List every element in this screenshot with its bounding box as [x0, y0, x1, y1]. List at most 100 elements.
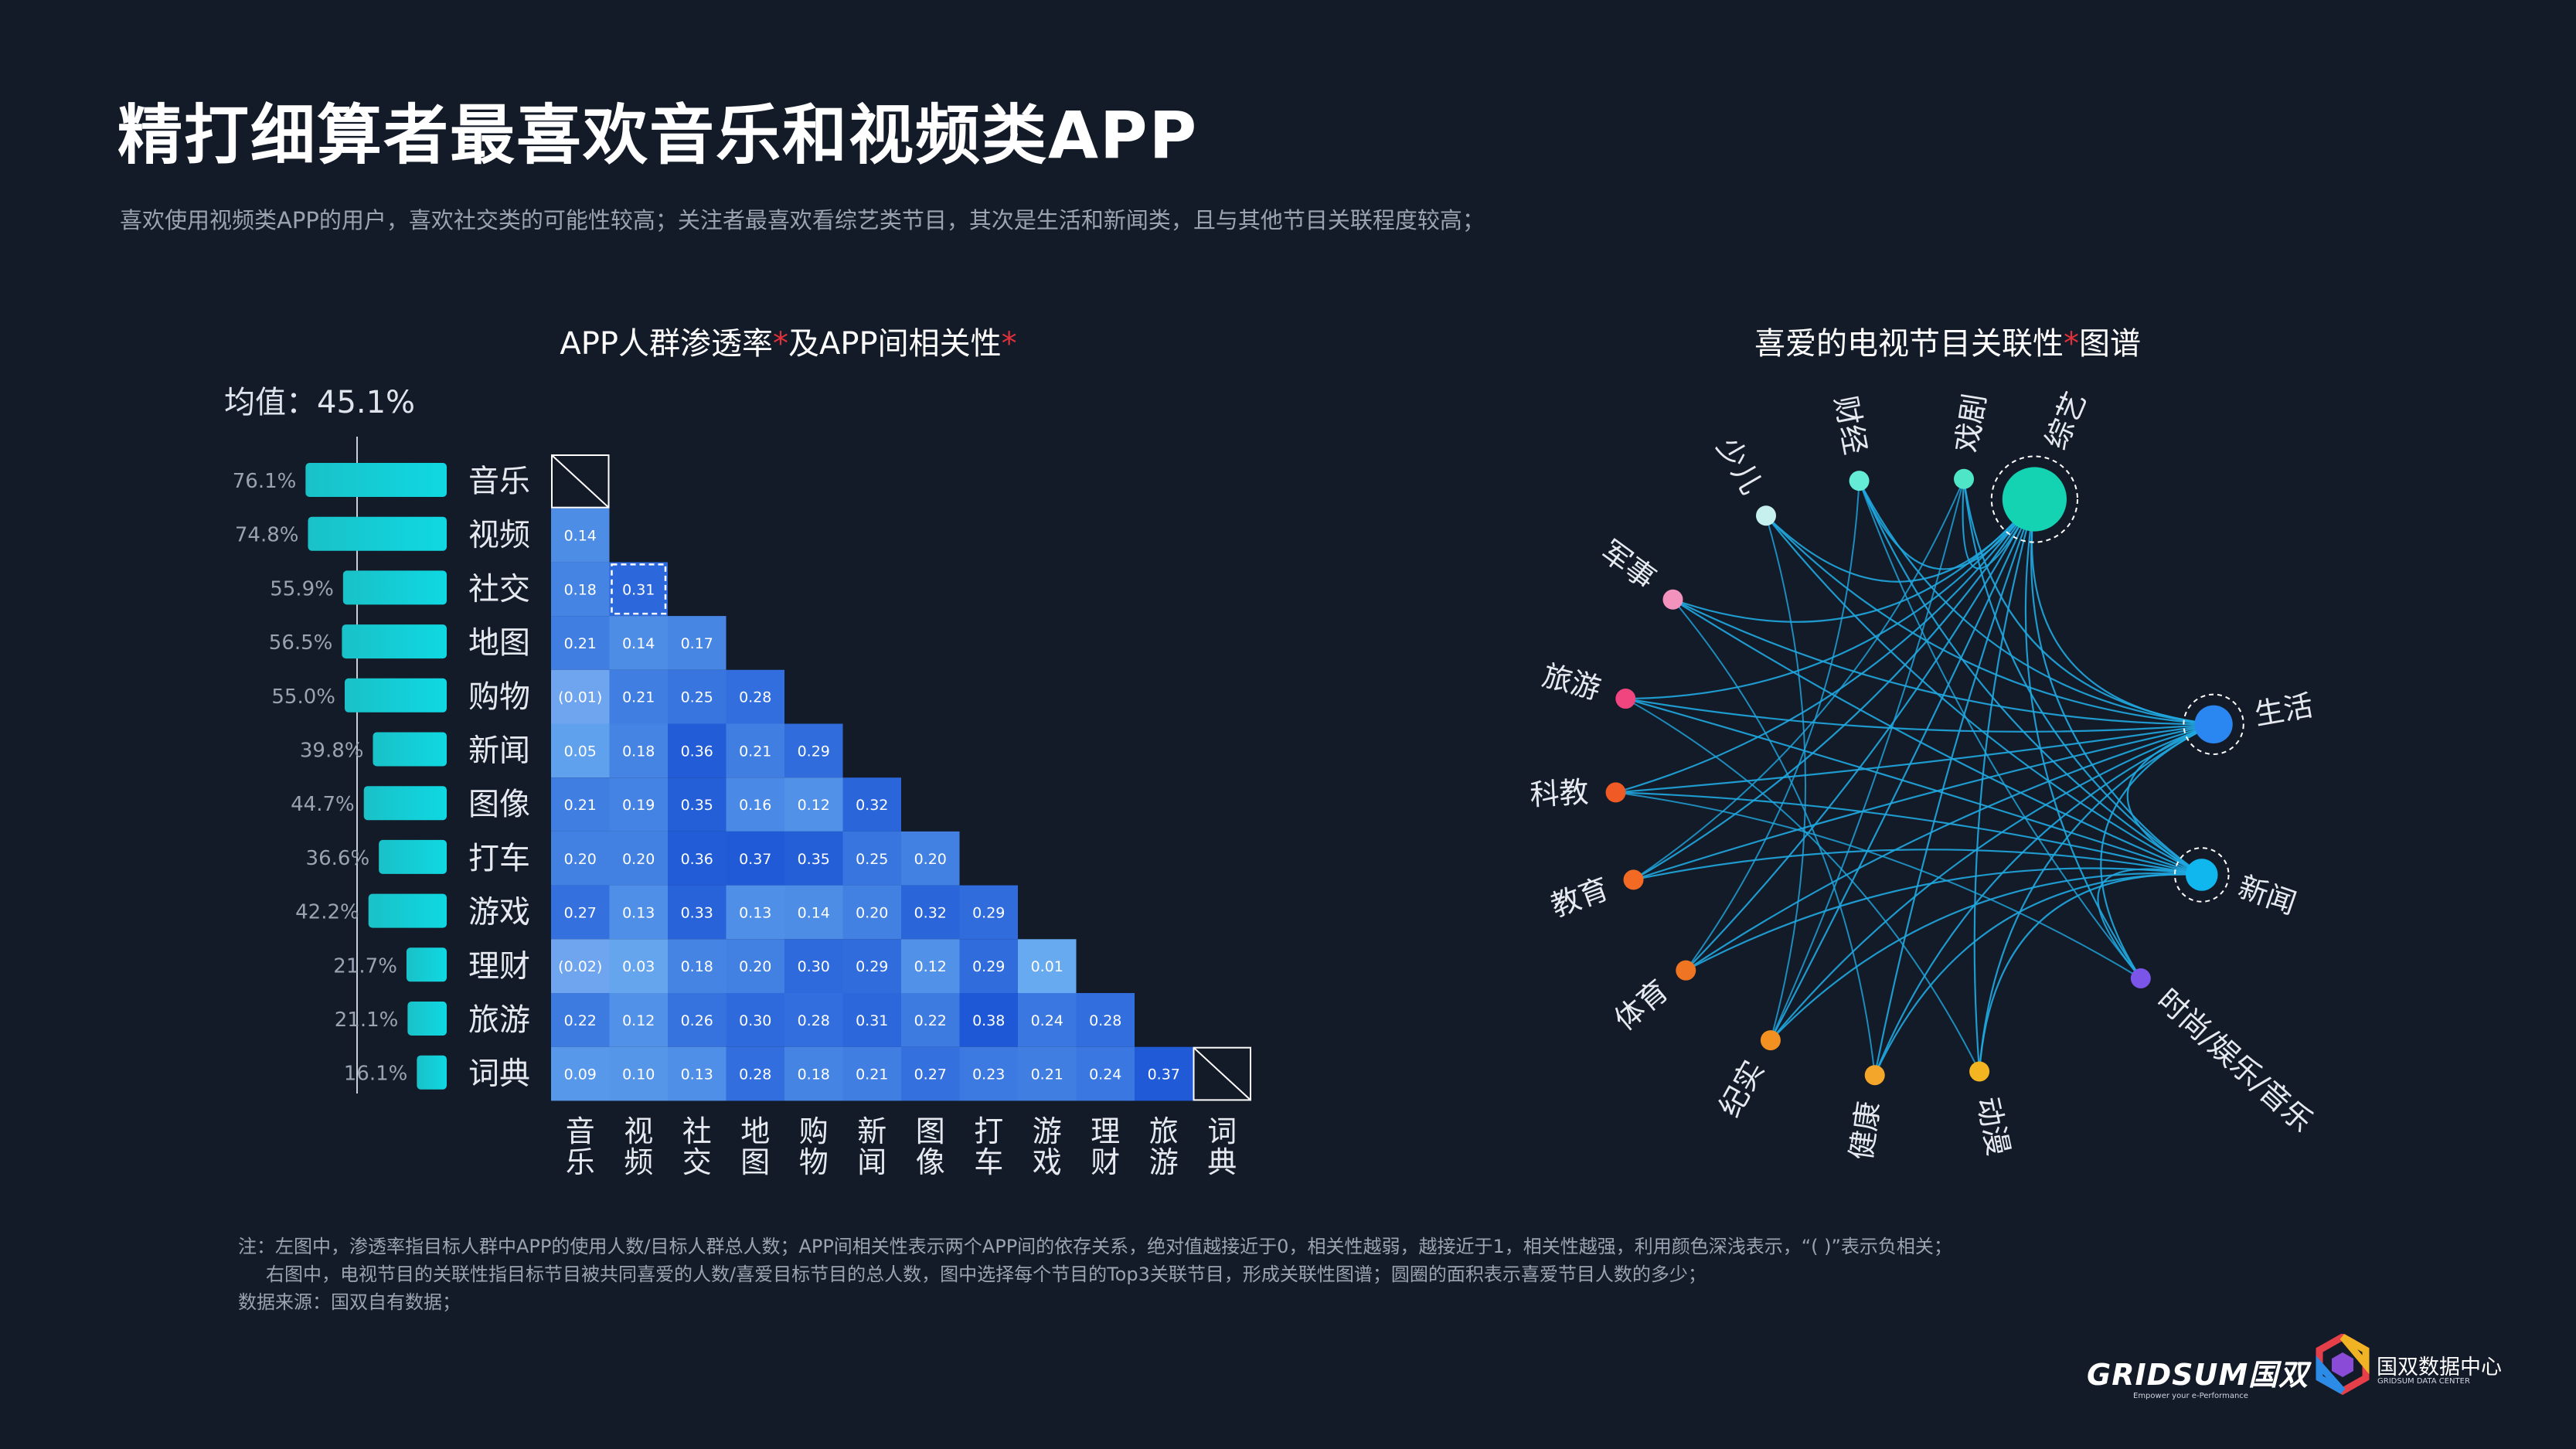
bar-category-label: 购物 [468, 679, 530, 715]
heat-cell-value: 0.21 [739, 743, 771, 760]
bar-category-label: 地图 [468, 625, 530, 661]
bar-旅游 [407, 1002, 447, 1036]
heat-cell-value: 0.03 [622, 958, 655, 975]
bar-value-label: 56.5% [269, 631, 333, 655]
heat-cell-value: 0.26 [681, 1012, 713, 1029]
heat-cell [726, 669, 784, 724]
heat-cell-value: 0.14 [622, 635, 655, 652]
right-heading-part-b: 图谱 [2079, 326, 2141, 362]
heat-cell [551, 939, 610, 993]
heat-cell-value: 0.35 [681, 797, 713, 814]
left-heading-star-1: * [773, 326, 788, 362]
node-纪实 [1760, 1030, 1781, 1051]
network-edge [1978, 873, 2202, 1072]
node-label: 财经 [1828, 393, 1873, 457]
bar-地图 [342, 624, 447, 659]
bar-value-label: 16.1% [344, 1063, 408, 1086]
heat-cell [726, 831, 784, 886]
node-ring [1990, 455, 2078, 543]
bar-社交 [342, 570, 447, 605]
heat-cell-value: 0.35 [798, 851, 830, 868]
heat-cell-value: 0.19 [622, 797, 655, 814]
node-综艺 [2002, 467, 2067, 532]
mean-label: 均值：45.1% [224, 385, 416, 420]
heat-cell [609, 723, 668, 778]
network-edge [1770, 872, 2202, 1041]
heat-cell [668, 831, 727, 886]
node-label: 少儿 [1710, 432, 1769, 500]
bar-新闻 [373, 732, 447, 767]
bar-视频 [308, 516, 447, 551]
network-edge [1873, 498, 2036, 1076]
diagonal-cell [1193, 1046, 1251, 1101]
network-edge [1625, 698, 1980, 1072]
heat-cell [668, 993, 727, 1047]
bar-value-label: 44.7% [291, 793, 355, 816]
heat-cell [1135, 1046, 1193, 1101]
network-edge [1615, 498, 2036, 794]
network-edge [1632, 478, 1965, 881]
heat-cell-value: 0.21 [564, 797, 597, 814]
heat-cell-value: 0.22 [564, 1012, 597, 1029]
bar-category-label: 词典 [468, 1056, 530, 1092]
correlation-heatmap: 0.14 0.18 0.31 0.21 0.14 0.17 (0.01) 0.21 0.25 0.… [551, 454, 1251, 1179]
node-健康 [1864, 1065, 1885, 1086]
left-heading-part-a: APP人群渗透率 [560, 326, 773, 362]
network-edge [1615, 791, 2203, 876]
heat-column-label: 游戏 [1033, 1114, 1062, 1179]
bar-category-label: 图像 [468, 787, 530, 822]
network-edge [1858, 480, 2203, 876]
node-军事 [1662, 589, 1683, 610]
gridsum-logo-tagline: Empower your e-Performance [2133, 1392, 2248, 1400]
heat-cell-value: 0.33 [681, 904, 713, 921]
network-edge [1765, 515, 1807, 1041]
heat-column-label: 理财 [1091, 1114, 1120, 1179]
node-体育 [1676, 960, 1696, 981]
footnote-line: 数据来源：国双自有数据； [238, 1291, 461, 1313]
heat-cell [551, 562, 610, 617]
heat-cell-value: 0.20 [739, 958, 771, 975]
network-edge [1962, 478, 2203, 876]
heat-cell [842, 1046, 901, 1101]
network-edge [1962, 478, 2036, 570]
network-edge [1873, 873, 2202, 1076]
network-edge [1672, 598, 2203, 876]
bar-value-label: 21.1% [335, 1009, 399, 1032]
bar-游戏 [368, 893, 447, 928]
node-教育 [1623, 869, 1644, 890]
bar-category-label: 音乐 [468, 464, 530, 499]
heat-cell-value: 0.18 [681, 958, 713, 975]
node-label: 综艺 [2039, 387, 2093, 454]
node-label: 戏剧 [1949, 391, 1992, 454]
heat-cell-value: 0.13 [622, 904, 655, 921]
heat-cell [959, 993, 1018, 1047]
heat-cell [551, 508, 610, 563]
diagonal-slash [551, 454, 610, 509]
bar-category-label: 打车 [468, 841, 530, 876]
heat-cell [726, 1046, 784, 1101]
bar-打车 [379, 839, 447, 874]
heat-cell [726, 885, 784, 940]
heat-cell [609, 885, 668, 940]
node-ring [2173, 847, 2230, 903]
heat-cell [551, 723, 610, 778]
heat-column-label: 新闻 [857, 1114, 886, 1179]
bar-value-label: 55.0% [271, 685, 335, 709]
heat-cell-value: 0.30 [739, 1012, 771, 1029]
heat-cell [842, 939, 901, 993]
heat-cell [784, 831, 843, 886]
heat-cell-value: 0.21 [856, 1066, 888, 1083]
heat-cell [901, 939, 960, 993]
bar-value-label: 55.9% [270, 577, 334, 600]
penetration-bar-chart: 76.1% 音乐 74.8% 视频 55.9% 社交 56.5% 地图 55.0% 购物 39.8%… [233, 437, 530, 1094]
heat-cell-value: 0.24 [1031, 1012, 1063, 1029]
heat-cell [784, 993, 843, 1047]
right-chart-heading: 喜爱的电视节目关联性*图谱 [1662, 318, 2234, 363]
network-edge [1633, 723, 2214, 881]
heat-column-label: 地图 [740, 1114, 770, 1179]
heat-cell-value: 0.29 [856, 958, 888, 975]
left-heading-star-2: * [1001, 326, 1017, 362]
heat-cell [668, 723, 727, 778]
node-label: 纪实 [1713, 1055, 1771, 1123]
node-财经 [1849, 471, 1870, 492]
